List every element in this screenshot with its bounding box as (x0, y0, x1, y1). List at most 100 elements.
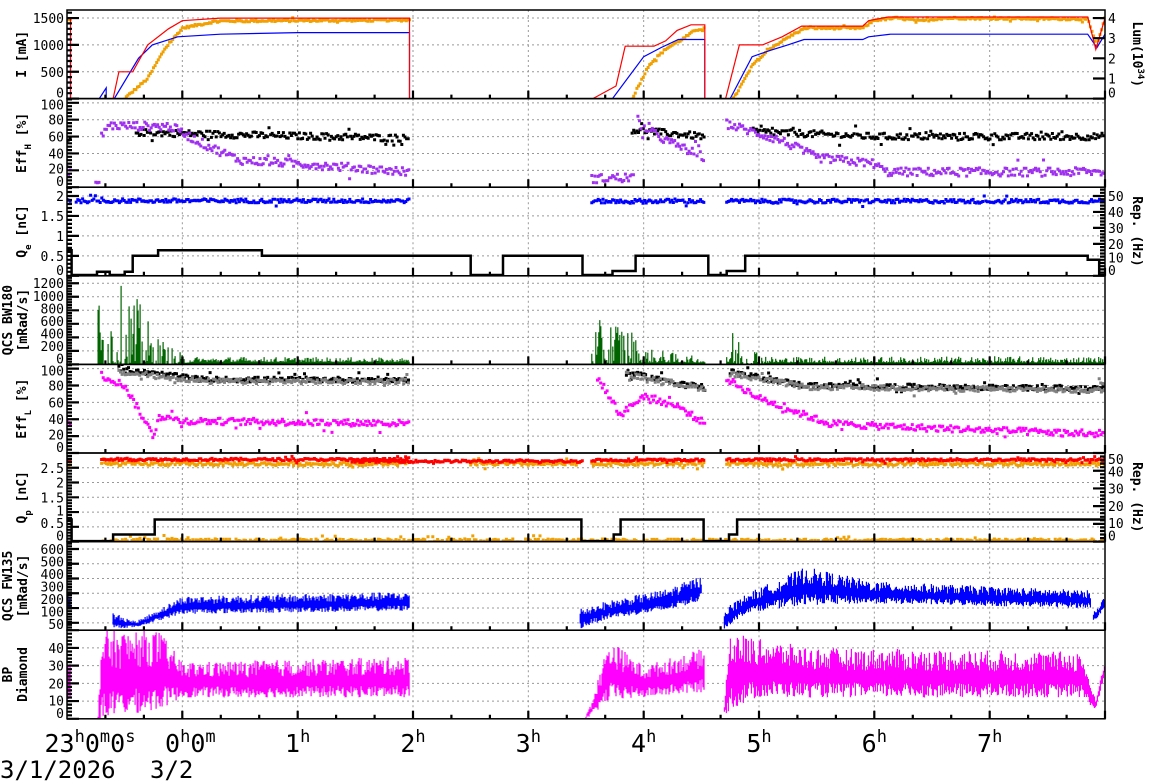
series-qcs-fw135 (67, 568, 1105, 629)
label-part: h (992, 727, 1002, 747)
axis-ticks (67, 11, 1107, 100)
right-tick-label: 0 (1108, 530, 1116, 545)
y-tick-label: 0 (56, 530, 64, 545)
y-axis-label: [mRad/s] (16, 289, 31, 352)
label-part: h (75, 727, 85, 747)
y-tick-label: 100 (41, 606, 64, 621)
series-group (67, 285, 1105, 365)
y-tick-label: 0 (56, 175, 64, 190)
y-tick-label: 400 (41, 327, 64, 342)
label-part: 3 (516, 729, 531, 758)
y-tick-label: 0 (56, 441, 64, 456)
label-part: Rep. (Hz) (1129, 196, 1144, 266)
label-part: 0 (110, 729, 125, 758)
label-part: BP (1, 667, 16, 683)
series-bp-diamond (67, 630, 1105, 719)
series-eff-l-black (117, 364, 1105, 395)
label-part: 23 (45, 729, 75, 758)
y-axis-label: EffL [%] (15, 379, 34, 439)
label-part: QCS FW135 (1, 551, 16, 621)
label-part: Q (15, 250, 30, 258)
y-tick-label: 200 (41, 340, 64, 355)
y-tick-label: 20 (48, 163, 64, 178)
right-axis-label: Rep. (Hz) (1129, 196, 1144, 266)
series-group (67, 193, 1105, 276)
panel-frame (66, 629, 1106, 720)
right-tick-label: 50 (1108, 190, 1124, 205)
y-tick-label: 80 (48, 114, 64, 129)
right-tick-label: 4 (1108, 12, 1116, 27)
label-part: Eff (15, 150, 30, 173)
y-tick-label: 50 (48, 618, 64, 633)
tick-marks (67, 276, 1107, 366)
label-part: Lum(10 (1129, 21, 1144, 68)
y-tick-label: 40 (48, 147, 64, 162)
label-part: p (24, 510, 34, 516)
y-tick-label: 80 (48, 380, 64, 395)
right-tick-label: 2 (1108, 52, 1116, 67)
label-part: e (24, 244, 34, 250)
y-tick-label: 2 (56, 190, 64, 205)
y-tick-label: 1200 (33, 277, 64, 292)
right-tick-label: 40 (1108, 466, 1124, 481)
label-part: Q (15, 515, 30, 523)
series-group (67, 364, 1105, 440)
label-part: h (180, 727, 190, 747)
y-tick-label: 1000 (33, 290, 64, 305)
y-tick-label: 300 (41, 581, 64, 596)
time-tick-label: 0h0m (165, 727, 216, 758)
series-charge-p-orange (67, 457, 1105, 542)
label-part: Eff (15, 415, 30, 438)
label-part: 1 (285, 729, 300, 758)
series-group (67, 630, 1105, 719)
panel-frame (66, 9, 1106, 100)
y-tick-label: 0 (56, 264, 64, 279)
right-tick-label: 0 (1108, 264, 1116, 279)
series-group (67, 568, 1105, 629)
series-current-red (67, 16, 1105, 99)
label-part: [mRad/s] (16, 555, 31, 618)
y-tick-label: 60 (48, 131, 64, 146)
time-tick-label: 1h (285, 727, 310, 758)
label-part: 0 (165, 729, 180, 758)
label-part: 5 (746, 729, 761, 758)
y-tick-label: 800 (41, 302, 64, 317)
time-tick-label: 4h (631, 727, 656, 758)
label-part: m (205, 727, 215, 747)
series-eff-l-grey (67, 368, 1105, 398)
label-part: [nC] (15, 205, 30, 244)
series-eff-l-magenta (67, 370, 1105, 440)
y-axis-label: Qe [nC] (15, 205, 34, 257)
tick-marks (67, 11, 1107, 100)
date-label-next: 3/2 (150, 756, 193, 782)
right-tick-label: 20 (1108, 238, 1124, 253)
label-part: h (877, 727, 887, 747)
label-part: 0 (190, 729, 205, 758)
y-tick-label: 2.5 (41, 462, 64, 477)
panel-7: 010 20 30 40 BP Diamond (1, 629, 1107, 722)
label-part: h (300, 727, 310, 747)
y-tick-label: 200 (41, 593, 64, 608)
y-tick-label: 10 (48, 694, 64, 709)
y-tick-label: 0 (56, 707, 64, 722)
right-axis-label: Lum(1034) (1129, 21, 1145, 87)
label-part: I [mA] (15, 31, 30, 78)
right-tick-label: 30 (1108, 222, 1124, 237)
time-axis: 23h0m0s 0h0m 1h 2h 3h 4h 5h 6h 7h3/1/2026 3/2 (0, 727, 1002, 782)
y-axis-label: BP (1, 667, 16, 683)
label-part: h (531, 727, 541, 747)
right-tick-label: 40 (1108, 206, 1124, 221)
series-group (67, 15, 1105, 99)
right-tick-label: 10 (1108, 517, 1124, 532)
label-part: [%] (15, 113, 30, 144)
series-eff-h-purple (67, 114, 1105, 185)
label-part: 2 (400, 729, 415, 758)
label-part: m (100, 727, 110, 747)
right-tick-label: 3 (1108, 32, 1116, 47)
y-tick-label: 500 (41, 66, 64, 81)
y-tick-label: 0.5 (41, 250, 64, 265)
